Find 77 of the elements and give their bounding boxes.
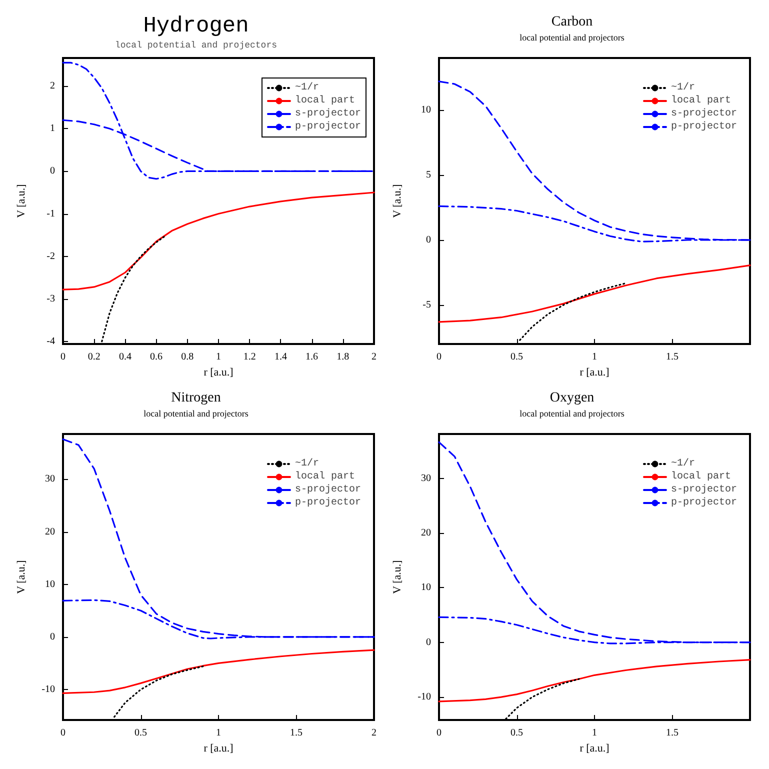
x-tick-label: 1.8 — [336, 352, 350, 362]
chart-title: Nitrogen — [171, 390, 221, 406]
legend-label: local part — [670, 470, 732, 482]
y-tick-label: 0 — [50, 631, 55, 642]
chart-subtitle: local potential and projectors — [520, 408, 625, 418]
legend-label: ~1/r — [670, 82, 696, 94]
x-tick-label: 1 — [216, 728, 221, 738]
legend-label: p-projector — [670, 496, 738, 508]
legend-label: p-projector — [294, 120, 362, 132]
y-tick-label: 0 — [426, 636, 431, 648]
chart-subtitle: local potential and projectors — [114, 40, 278, 50]
legend-label: local part — [294, 94, 356, 106]
y-axis-title: V [a.u.] — [16, 560, 28, 594]
x-tick-label: 1.6 — [306, 352, 318, 362]
x-tick-label: 0.2 — [88, 352, 100, 362]
y-tick-label: -2 — [46, 250, 55, 262]
y-tick-label: -5 — [422, 300, 431, 310]
x-tick-label: 2 — [372, 728, 376, 738]
y-tick-label: 10 — [45, 578, 55, 590]
x-tick-label: 0 — [60, 352, 66, 362]
y-tick-label: 5 — [426, 170, 431, 180]
y-tick-label: 1 — [50, 123, 55, 134]
y-tick-label: -10 — [42, 684, 55, 696]
chart-title: Hydrogen — [143, 14, 249, 38]
x-tick-label: 1.2 — [243, 352, 256, 362]
chart-subtitle: local potential and projectors — [520, 32, 625, 42]
x-axis-title: r [a.u.] — [204, 742, 234, 754]
x-tick-label: 1.5 — [666, 352, 678, 362]
chart-title: Carbon — [551, 14, 593, 30]
legend-label: p-projector — [294, 496, 362, 508]
x-tick-label: 1 — [216, 352, 221, 362]
y-tick-label: -10 — [418, 692, 431, 703]
y-tick-label: 10 — [421, 104, 431, 116]
legend-label: ~1/r — [294, 82, 320, 94]
y-tick-label: 30 — [45, 474, 55, 485]
legend-label: s-projector — [670, 108, 738, 120]
y-tick-label: 0 — [426, 234, 431, 246]
legend-label: s-projector — [670, 484, 738, 496]
legend-label: p-projector — [670, 120, 738, 132]
x-tick-label: 0 — [60, 728, 66, 738]
chart-title: Oxygen — [550, 390, 594, 406]
y-axis-title: V [a.u.] — [392, 184, 404, 218]
x-tick-label: 0.5 — [510, 352, 523, 362]
y-tick-label: -1 — [46, 208, 55, 220]
y-axis-title: V [a.u.] — [392, 560, 404, 594]
y-tick-label: 0 — [50, 166, 55, 177]
chart-subtitle: local potential and projectors — [144, 408, 249, 418]
y-tick-label: 2 — [50, 80, 55, 92]
x-axis-title: r [a.u.] — [580, 366, 610, 378]
legend-label: s-projector — [294, 108, 362, 120]
legend-label: local part — [294, 470, 356, 482]
y-tick-label: -4 — [46, 336, 55, 347]
x-tick-label: 1.4 — [274, 352, 287, 362]
x-axis-title: r [a.u.] — [580, 742, 610, 754]
x-tick-label: 0.8 — [181, 352, 194, 362]
legend-label: s-projector — [294, 484, 362, 496]
x-tick-label: 0 — [436, 352, 442, 362]
legend-label: ~1/r — [294, 458, 320, 470]
x-tick-label: 0.4 — [118, 352, 132, 362]
y-tick-label: 20 — [421, 527, 431, 538]
legend-label: local part — [670, 94, 732, 106]
x-tick-label: 0 — [436, 728, 442, 738]
x-tick-label: 0.5 — [510, 728, 523, 738]
y-tick-label: 30 — [421, 472, 431, 484]
legend-label: ~1/r — [670, 458, 696, 470]
x-tick-label: 0.5 — [134, 728, 147, 738]
x-tick-label: 1.5 — [290, 728, 302, 738]
y-tick-label: 20 — [45, 526, 55, 538]
x-tick-label: 2 — [372, 352, 376, 362]
x-axis-title: r [a.u.] — [204, 366, 234, 378]
x-tick-label: 1 — [592, 352, 597, 362]
x-tick-label: 1 — [592, 728, 597, 738]
x-tick-label: 1.5 — [666, 728, 678, 738]
y-tick-label: 10 — [421, 582, 431, 594]
x-tick-label: 0.6 — [150, 352, 163, 362]
y-axis-title: V [a.u.] — [16, 184, 28, 218]
y-tick-label: -3 — [46, 293, 55, 304]
